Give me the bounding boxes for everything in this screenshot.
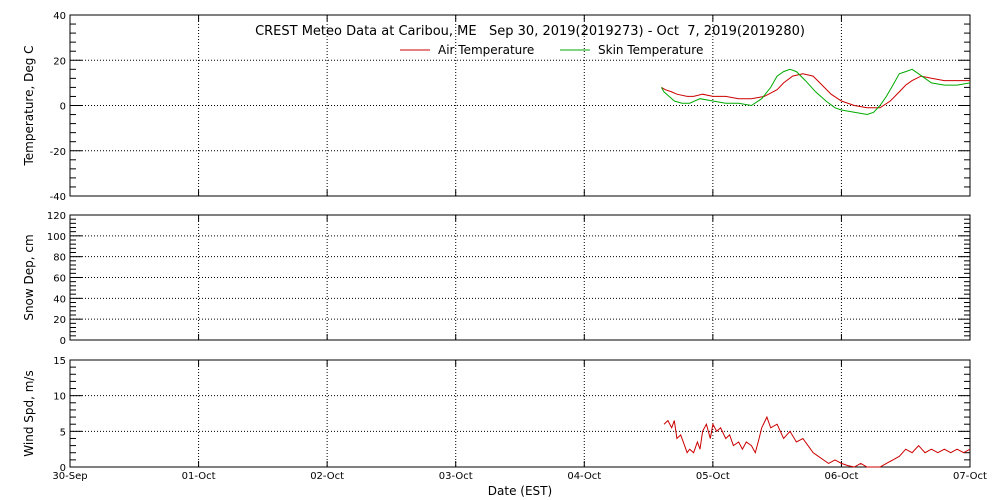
y-tick-label: 60 [53, 274, 66, 285]
y-tick-label: 5 [60, 427, 66, 438]
panel-frame [69, 14, 971, 197]
x-tick-label: 30-Sep [52, 471, 87, 482]
y-tick-label: 80 [53, 253, 66, 264]
y-axis-title: Wind Spd, m/s [22, 370, 36, 456]
y-tick-label: 15 [53, 356, 66, 367]
series-line-skin-temperature [660, 68, 971, 116]
x-tick-label: 07-Oct [953, 471, 987, 482]
x-tick-label: 06-Oct [824, 471, 858, 482]
series-line-air-temperature [661, 73, 970, 109]
panel-2: 0 20 40 60 80 100 120 Snow Dep, cm [22, 211, 971, 347]
x-tick-label: 04-Oct [567, 471, 601, 482]
x-tick-label: 05-Oct [696, 471, 730, 482]
series-line-wind-speed [663, 415, 971, 468]
chart-title: CREST Meteo Data at Caribou, ME Sep 30, … [255, 24, 805, 39]
y-tick-label: -40 [50, 192, 66, 203]
x-tick-label: 01-Oct [182, 471, 216, 482]
y-tick-label: 10 [53, 392, 66, 403]
y-tick-label: 0 [60, 336, 66, 347]
x-tick-label: 03-Oct [439, 471, 473, 482]
legend-label-skin-temperature: Skin Temperature [598, 43, 703, 57]
panel-frame [69, 359, 971, 468]
y-tick-label: -20 [50, 147, 66, 158]
panels: -40 -20 0 20 40 Temperature, Deg C 0 20 40 60 80 10… [22, 11, 987, 482]
x-axis-title: Date (EST) [488, 484, 552, 498]
y-tick-label: 40 [53, 294, 66, 305]
y-tick-label: 20 [53, 56, 66, 67]
y-tick-label: 120 [47, 211, 66, 222]
y-tick-label: 100 [47, 232, 66, 243]
y-tick-label: 40 [53, 11, 66, 22]
x-tick-label: 02-Oct [310, 471, 344, 482]
y-tick-label: 20 [53, 315, 66, 326]
panel-1: -40 -20 0 20 40 Temperature, Deg C [22, 11, 971, 203]
panel-3: 0 5 10 15 Wind Spd, m/s [22, 356, 971, 474]
legend: Air Temperature Skin Temperature [400, 43, 703, 57]
y-tick-label: 0 [60, 463, 66, 474]
legend-label-air-temperature: Air Temperature [438, 43, 534, 57]
panel-frame [69, 214, 971, 341]
y-tick-label: 0 [60, 102, 66, 113]
y-axis-title: Temperature, Deg C [22, 45, 36, 166]
y-axis-title: Snow Dep, cm [22, 234, 36, 320]
